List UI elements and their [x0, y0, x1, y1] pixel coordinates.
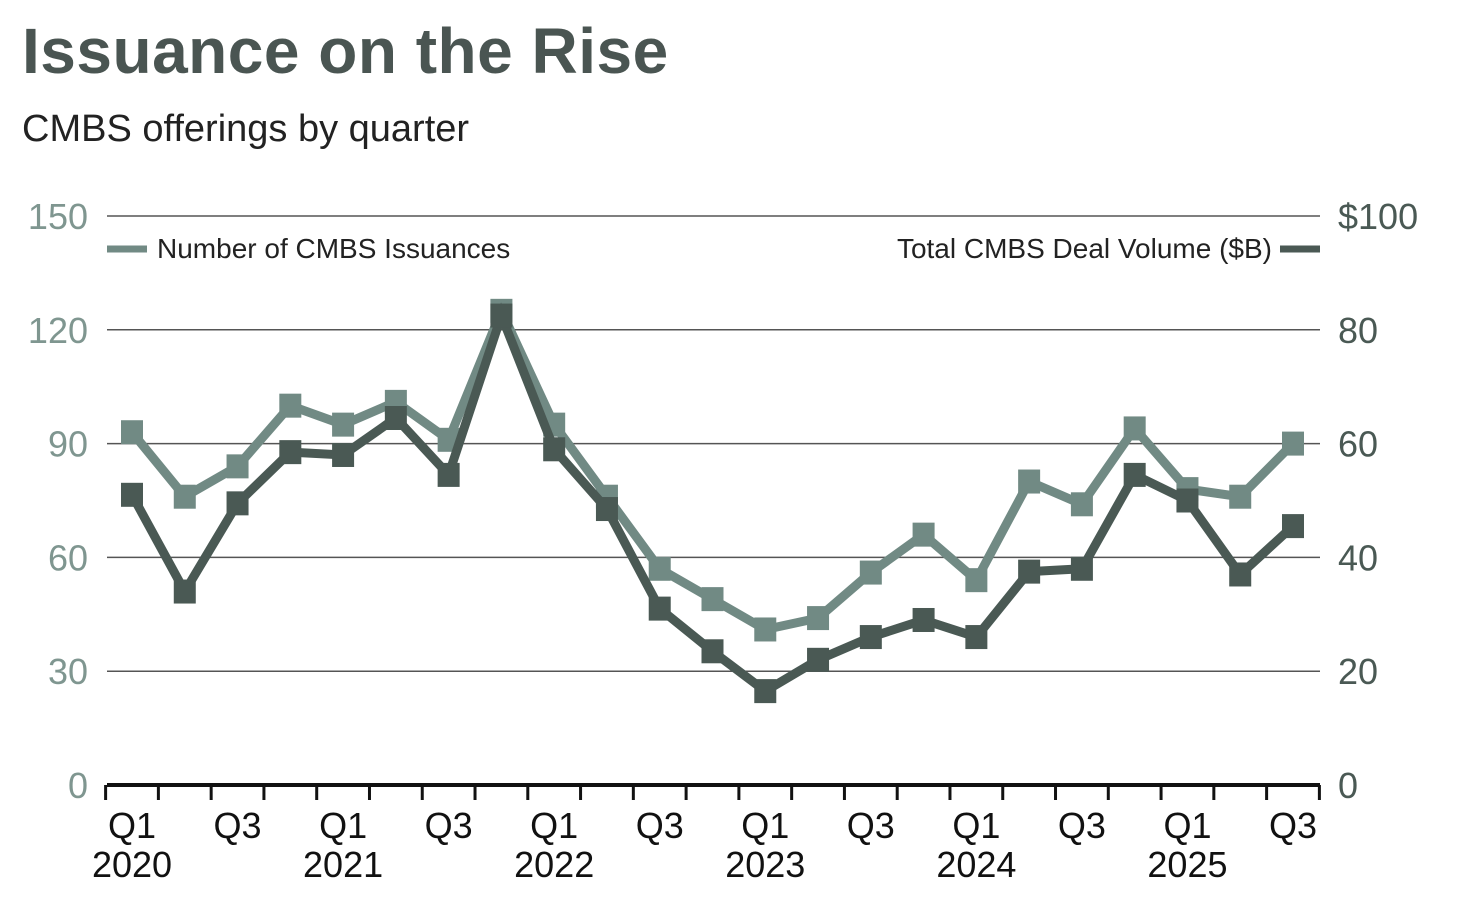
data-point-issuances	[332, 412, 355, 437]
x-axis-quarter-label: Q3	[847, 805, 895, 846]
x-axis-year-label: 2023	[725, 844, 805, 885]
right-axis-tick-label: 20	[1338, 651, 1378, 692]
x-axis-year-label: 2022	[514, 844, 594, 885]
data-point-volume	[543, 437, 566, 462]
data-point-issuances	[912, 522, 935, 547]
series-line-volume	[128, 302, 1297, 697]
data-point-volume	[1176, 488, 1199, 513]
data-point-volume	[279, 440, 302, 465]
x-axis-quarter-label: Q3	[214, 805, 262, 846]
data-point-volume	[332, 442, 355, 467]
right-axis-tick-label: $100	[1338, 196, 1418, 237]
x-axis-quarter-label: Q1	[1163, 805, 1211, 846]
right-axis-tick-label: 40	[1338, 537, 1378, 578]
data-point-volume	[648, 596, 671, 621]
data-point-issuances	[1018, 469, 1041, 494]
data-point-volume	[490, 303, 513, 328]
chart-title: Issuance on the Rise	[22, 15, 669, 87]
x-axis-quarter-label: Q3	[1058, 805, 1106, 846]
x-axis-quarter-label: Q1	[108, 805, 156, 846]
x-axis-year-label: 2021	[303, 844, 383, 885]
data-point-issuances	[701, 587, 724, 612]
data-point-issuances	[226, 454, 249, 479]
data-point-volume	[121, 482, 143, 507]
data-point-issuances	[807, 606, 830, 631]
data-point-issuances	[173, 484, 196, 509]
chart-subtitle: CMBS offerings by quarter	[22, 108, 470, 150]
x-axis-quarter-label: Q3	[425, 805, 473, 846]
left-axis-tick-label: 90	[48, 424, 88, 465]
x-axis-year-label: 2024	[936, 844, 1016, 885]
data-point-issuances	[121, 420, 143, 445]
data-point-volume	[859, 625, 882, 650]
data-point-issuances	[859, 560, 882, 585]
data-point-issuances	[1070, 492, 1093, 517]
data-point-volume	[226, 491, 249, 516]
data-point-issuances	[754, 617, 777, 642]
left-axis-tick-label: 150	[28, 196, 88, 237]
data-point-volume	[1070, 556, 1093, 581]
left-axis-tick-label: 60	[48, 537, 88, 578]
data-point-volume	[965, 625, 988, 650]
data-point-volume	[701, 639, 724, 664]
data-point-volume	[912, 607, 935, 632]
data-point-issuances	[1282, 431, 1304, 456]
data-point-volume	[1123, 462, 1146, 487]
right-axis-tick-label: 60	[1338, 424, 1378, 465]
data-point-issuances	[279, 393, 302, 418]
legend-label-volume: Total CMBS Deal Volume ($B)	[897, 233, 1272, 264]
x-axis-quarter-label: Q3	[636, 805, 684, 846]
left-axis-tick-label: 0	[68, 765, 88, 806]
left-axis-tick-label: 30	[48, 651, 88, 692]
data-point-volume	[1282, 514, 1304, 539]
data-point-issuances	[1229, 484, 1252, 509]
right-axis-tick-label: 80	[1338, 310, 1378, 351]
right-axis-tick-label: 0	[1338, 765, 1358, 806]
x-axis-quarter-label: Q3	[1269, 805, 1317, 846]
data-point-volume	[1018, 559, 1041, 584]
legend-label-issuances: Number of CMBS Issuances	[157, 233, 510, 264]
left-axis-tick-label: 120	[28, 310, 88, 351]
data-point-volume	[437, 462, 460, 487]
data-point-volume	[595, 497, 618, 522]
data-point-volume	[807, 647, 830, 672]
data-point-volume	[384, 405, 407, 430]
x-axis-quarter-label: Q1	[952, 805, 1000, 846]
data-point-issuances	[965, 568, 988, 593]
data-point-issuances	[1123, 416, 1146, 441]
x-axis-quarter-label: Q1	[319, 805, 367, 846]
data-point-volume	[754, 679, 777, 704]
x-axis-quarter-label: Q1	[530, 805, 578, 846]
data-point-volume	[1229, 562, 1252, 587]
data-point-volume	[173, 579, 196, 604]
x-axis-year-label: 2025	[1147, 844, 1227, 885]
data-point-issuances	[648, 556, 671, 581]
series-line-issuances	[128, 299, 1297, 635]
x-axis-year-label: 2020	[92, 844, 172, 885]
x-axis-quarter-label: Q1	[741, 805, 789, 846]
